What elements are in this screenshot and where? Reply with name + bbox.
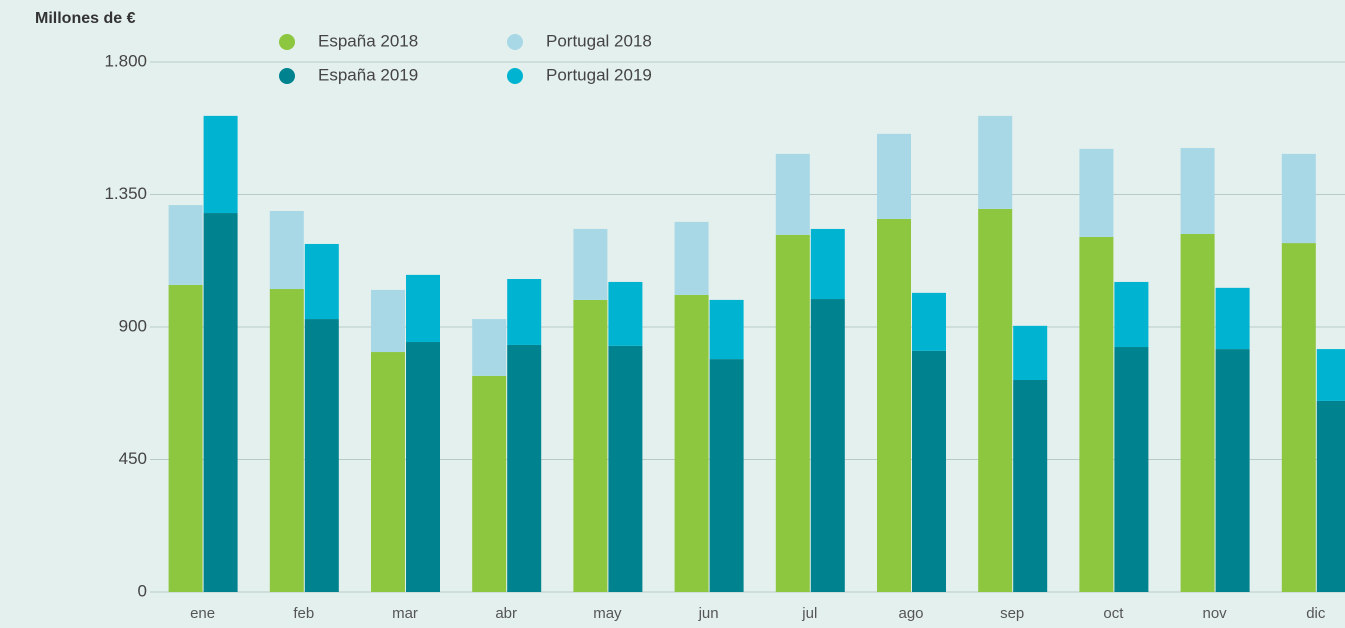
x-tick-label: mar — [392, 605, 418, 622]
bar — [269, 210, 304, 290]
bar — [674, 221, 709, 295]
bar — [674, 294, 709, 592]
bar — [1281, 243, 1316, 593]
bar — [1316, 400, 1345, 592]
bar — [1180, 147, 1215, 234]
bar — [168, 205, 203, 285]
bar — [608, 281, 643, 346]
bar — [1114, 347, 1149, 592]
x-tick-label: ago — [898, 605, 923, 622]
bar — [1180, 233, 1215, 592]
bar — [810, 228, 845, 300]
x-tick-label: jul — [801, 605, 817, 622]
y-axis-label: Millones de € — [35, 10, 136, 27]
bar — [1316, 349, 1345, 401]
bar — [1114, 281, 1149, 348]
y-tick-label: 1.350 — [104, 184, 147, 203]
bar — [877, 133, 911, 219]
x-tick-label: nov — [1203, 605, 1228, 622]
bar — [203, 213, 238, 593]
bar — [978, 115, 1013, 209]
legend-marker — [507, 68, 523, 84]
y-tick-label: 0 — [138, 581, 147, 600]
bar — [371, 352, 405, 592]
bar — [1281, 153, 1316, 244]
bar — [507, 279, 542, 345]
bar — [1215, 349, 1250, 592]
bar — [810, 299, 845, 592]
x-tick-label: feb — [293, 605, 314, 622]
x-tick-label: abr — [495, 605, 517, 622]
bar — [371, 289, 405, 353]
bar — [573, 299, 608, 592]
bar — [304, 319, 339, 592]
legend-label: Portugal 2019 — [546, 65, 652, 84]
x-tick-label: sep — [1000, 605, 1024, 622]
bar — [406, 342, 440, 592]
bar — [203, 115, 238, 214]
x-tick-label: dic — [1306, 605, 1326, 622]
bar — [877, 218, 911, 592]
bar — [775, 234, 810, 593]
bar — [709, 359, 744, 592]
bar — [1079, 236, 1114, 592]
bar — [1079, 148, 1114, 237]
bar — [168, 284, 203, 592]
bar — [406, 274, 440, 343]
bar — [472, 319, 507, 376]
y-tick-label: 450 — [119, 449, 147, 468]
x-tick-label: ene — [190, 605, 215, 622]
y-tick-label: 900 — [119, 316, 147, 335]
bar — [709, 299, 744, 360]
legend-label: España 2018 — [318, 31, 418, 50]
legend-marker — [279, 68, 295, 84]
bar — [608, 345, 643, 592]
bar — [1013, 380, 1048, 592]
bar — [269, 289, 304, 592]
bar — [978, 208, 1013, 592]
legend-marker — [279, 34, 295, 50]
x-tick-label: may — [593, 605, 622, 622]
bar — [912, 350, 946, 592]
bar — [573, 228, 608, 300]
legend-label: Portugal 2018 — [546, 31, 652, 50]
bar — [912, 292, 946, 351]
bar — [304, 243, 339, 320]
legend-label: España 2019 — [318, 65, 418, 84]
bar — [775, 153, 810, 235]
legend-marker — [507, 34, 523, 50]
bar — [1013, 325, 1048, 380]
y-tick-label: 1.800 — [104, 51, 147, 70]
bar — [507, 344, 542, 592]
bar — [1215, 287, 1250, 350]
bar — [472, 375, 507, 592]
x-tick-label: jun — [698, 605, 719, 622]
x-tick-label: oct — [1103, 605, 1124, 622]
